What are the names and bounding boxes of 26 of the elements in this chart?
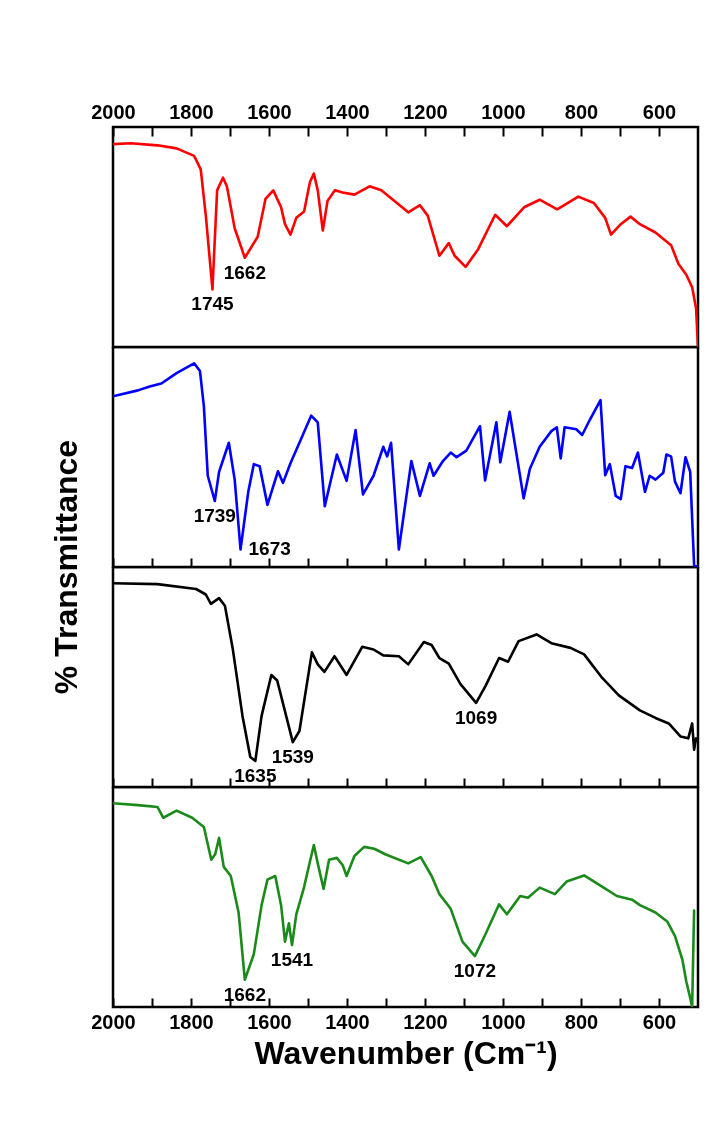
x-tick-label: 800 [564,1010,599,1033]
annotation: 1072 [453,960,497,982]
x-tick-label: 800 [564,100,599,123]
annotation: 1745 [191,293,235,315]
x-tick-label: 1400 [325,1010,370,1033]
x-tick-label: 600 [642,100,677,123]
x-tick-label: 2000 [91,100,136,123]
annotation: 1739 [193,505,236,526]
x-tick-label: 1200 [403,1010,448,1033]
x-tick-label: 600 [642,1010,677,1033]
x-tick-label: 2000 [91,1010,136,1033]
annotation: 1662 [223,983,266,1005]
x-tick-label: 1800 [169,100,214,123]
x-tick-label: 1000 [481,100,526,123]
annotation: 1662 [223,261,266,283]
x-tick-label: 1200 [403,100,448,123]
annotation: 1541 [270,949,314,971]
x-tick-label: 1600 [247,1010,292,1033]
x-tick-label: 1400 [325,100,370,123]
annotation: 1673 [248,538,291,560]
x-tick-label: 1000 [481,1010,526,1033]
x-axis-title: Wavenumber (Cm⁻¹) [254,1034,558,1071]
annotation: 1069 [454,706,498,728]
y-axis-title: % Transmittance [47,439,85,695]
x-tick-label: 1800 [169,1010,214,1033]
x-tick-label: 1600 [247,100,292,123]
